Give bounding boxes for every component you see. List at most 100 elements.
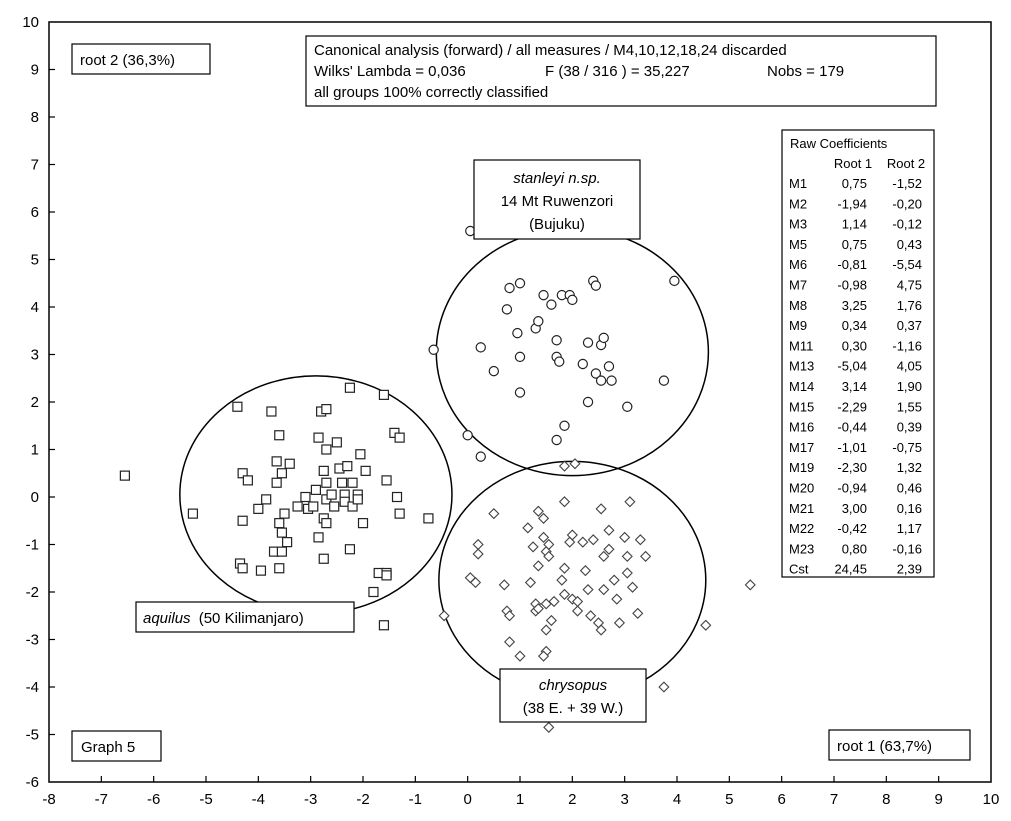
aquilus-point xyxy=(266,406,277,417)
aquilus-point xyxy=(378,620,390,631)
coef-root1: -0,98 xyxy=(837,278,867,293)
stanleyi-point xyxy=(590,368,602,379)
aquilus-point xyxy=(394,508,405,519)
coef-variable: M21 xyxy=(789,501,814,516)
stanleyi-point xyxy=(546,299,557,310)
x-tick-label: 5 xyxy=(725,791,733,808)
stanleyi-point xyxy=(504,282,515,294)
coef-root1: -1,94 xyxy=(837,196,867,211)
y-tick-label: 10 xyxy=(22,14,39,31)
chrysopus-point xyxy=(543,538,555,551)
aquilus-point xyxy=(276,546,287,557)
chrysopus-point xyxy=(558,562,571,574)
aquilus-point xyxy=(313,532,324,543)
stanleyi-point xyxy=(488,365,500,377)
stanleyi-point xyxy=(567,294,578,306)
aquilus-point xyxy=(253,503,264,514)
stanleyi-point xyxy=(551,434,562,446)
aquilus-point xyxy=(308,501,319,512)
stanleyi-point xyxy=(577,358,589,370)
aquilus-point xyxy=(394,432,405,443)
y-tick-label: 7 xyxy=(31,157,39,174)
y-tick-label: 1 xyxy=(31,442,39,459)
x-tick-label: 6 xyxy=(777,791,785,808)
aquilus-point xyxy=(321,404,332,415)
coef-root2: -1,16 xyxy=(892,338,922,353)
aquilus-point xyxy=(282,537,293,548)
chrysopus-point xyxy=(503,636,516,648)
aquilus-point xyxy=(274,430,285,441)
chrysopus-name: chrysopus xyxy=(539,677,608,694)
coef-root1: 0,75 xyxy=(842,237,867,252)
coef-root2: 0,37 xyxy=(897,318,922,333)
coef-root2: -0,75 xyxy=(892,440,922,455)
summary-wilks: Wilks' Lambda = 0,036 xyxy=(314,63,466,80)
stanleyi-point xyxy=(533,316,544,327)
chrysopus-point xyxy=(545,614,557,627)
aquilus-point xyxy=(355,449,366,460)
coef-root2: -1,52 xyxy=(892,176,922,191)
chrysopus-point xyxy=(634,534,646,546)
coef-variable: M23 xyxy=(789,541,814,556)
summary-box: Canonical analysis (forward) / all measu… xyxy=(305,35,937,107)
stanleyi-point xyxy=(462,430,473,441)
coef-root2: -0,16 xyxy=(892,541,922,556)
aquilus-point xyxy=(232,401,243,412)
stanleyi-point xyxy=(514,278,526,289)
coef-variable: M5 xyxy=(789,237,807,252)
coef-root1: -0,44 xyxy=(837,420,867,435)
aquilus-point xyxy=(344,382,356,393)
chrysopus-point xyxy=(608,574,620,586)
coef-rows: M1 0,75 -1,52 M2 -1,94 -0,20 M3 1,14 -0,12 M5 0,75… xyxy=(789,176,922,577)
stanleyi-point xyxy=(512,327,523,339)
aquilus-point xyxy=(237,515,248,526)
chrysopus-point xyxy=(658,681,670,693)
stanleyi-point xyxy=(551,335,562,346)
coef-variable: M13 xyxy=(789,359,814,374)
aquilus-point xyxy=(321,444,332,455)
chrysopus-point xyxy=(558,460,571,472)
aquilus-point xyxy=(318,553,329,564)
stanleyi-point xyxy=(606,375,617,386)
aquilus-count: (50 Kilimanjaro) xyxy=(199,610,304,627)
x-tick-label: 2 xyxy=(568,791,576,808)
x-tick-label: -5 xyxy=(199,791,212,808)
y-axis-label: root 2 (36,3%) xyxy=(80,52,175,69)
coef-variable: M17 xyxy=(789,440,814,455)
y-tick-label: 6 xyxy=(31,204,39,221)
coef-root1: 0,80 xyxy=(842,541,867,556)
coef-root1: 24,45 xyxy=(834,562,867,577)
aquilus-point xyxy=(237,468,248,479)
coef-root2: 0,16 xyxy=(897,501,922,516)
coef-variable: M20 xyxy=(789,481,814,496)
chrysopus-point xyxy=(595,624,607,636)
coef-root2: 1,76 xyxy=(897,298,922,313)
coef-variable: M6 xyxy=(789,257,807,272)
chrysopus-point xyxy=(498,579,510,591)
stanleyi-point xyxy=(595,375,607,386)
chrysopus-point xyxy=(619,531,631,543)
coef-variable: M7 xyxy=(789,278,807,293)
coef-variable: M19 xyxy=(789,460,814,475)
chrysopus-point xyxy=(611,593,623,605)
chrysopus-point xyxy=(522,522,534,534)
aquilus-point xyxy=(381,475,392,486)
chrysopus-point xyxy=(624,496,636,508)
chrysopus-point xyxy=(537,531,550,543)
chrysopus-point xyxy=(438,610,450,622)
chrysopus-point xyxy=(532,603,544,615)
coef-variable: M1 xyxy=(789,176,807,191)
aquilus-point xyxy=(318,465,329,476)
coef-root2: 0,43 xyxy=(897,237,922,252)
x-tick-label: 10 xyxy=(983,791,1000,808)
stanleyi-point xyxy=(514,351,526,363)
chrysopus-point xyxy=(548,595,560,608)
coef-variable: M16 xyxy=(789,420,814,435)
coef-root2: 4,75 xyxy=(897,278,922,293)
stanleyi-point xyxy=(598,332,609,344)
aquilus-point xyxy=(274,563,285,574)
chrysopus-point xyxy=(595,503,607,515)
y-tick-label: 4 xyxy=(31,299,39,316)
aquilus-point xyxy=(423,513,434,524)
